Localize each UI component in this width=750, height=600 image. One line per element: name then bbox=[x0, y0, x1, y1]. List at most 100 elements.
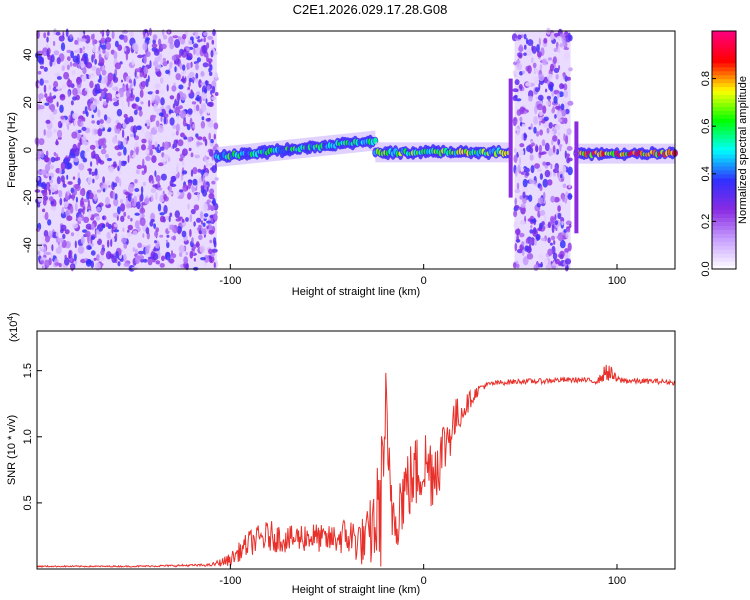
spectrogram-noise-cell bbox=[122, 253, 127, 263]
colorbar-frame bbox=[711, 30, 737, 270]
spectrogram-noise-cell bbox=[196, 175, 202, 185]
spectrogram-noise-cell bbox=[49, 178, 54, 184]
spectrogram-noise-cell bbox=[55, 138, 59, 146]
spectrogram-noise-cell bbox=[538, 73, 545, 82]
spectrogram-noise-cell bbox=[116, 108, 123, 117]
spectrogram-noise-cell bbox=[159, 234, 164, 238]
spectrogram-noise-cell bbox=[52, 128, 58, 133]
spectrogram-noise-cell bbox=[202, 189, 208, 197]
spectrogram-noise-cell bbox=[55, 247, 62, 254]
spectrogram-noise-cell bbox=[82, 46, 86, 50]
spectrogram-noise-cell bbox=[54, 183, 58, 192]
colorbar-band bbox=[712, 197, 736, 203]
spectrogram-noise-cell bbox=[566, 157, 570, 164]
spectrogram-noise-cell bbox=[197, 168, 202, 173]
spectrogram-noise-cell bbox=[132, 128, 136, 134]
colorbar-band bbox=[712, 130, 736, 135]
spectrogram-noise-cell bbox=[137, 242, 143, 249]
spectrogram-noise-cell bbox=[73, 157, 80, 163]
spectrogram-noise-cell bbox=[126, 83, 129, 92]
spectrogram-noise-cell bbox=[531, 45, 537, 54]
spectrogram-noise-cell bbox=[214, 177, 219, 181]
spectrogram-noise-cell bbox=[106, 157, 112, 162]
colorbar-band bbox=[712, 38, 736, 44]
spectrogram-noise-cell bbox=[517, 164, 521, 174]
spectrogram-noise-cell bbox=[108, 127, 112, 132]
spectrogram-noise-cell bbox=[200, 121, 206, 129]
spectrogram-noise-cell bbox=[200, 38, 203, 42]
spectrogram-noise-cell bbox=[93, 98, 97, 103]
spectrogram-noise-cell bbox=[123, 75, 127, 82]
spectrogram-noise-cell bbox=[564, 252, 569, 260]
spectrogram-noise-cell bbox=[163, 204, 168, 214]
spectrogram-noise-cell bbox=[164, 141, 170, 150]
snr-multiplier-close: ) bbox=[8, 312, 20, 316]
spectrogram-noise-cell bbox=[96, 50, 102, 55]
spectrogram-noise-cell bbox=[36, 30, 40, 39]
spectrogram-noise-cell bbox=[154, 240, 157, 244]
colorbar-band bbox=[712, 98, 736, 103]
spectrogram-noise-cell bbox=[544, 214, 547, 223]
spectrogram-noise-cell bbox=[558, 144, 563, 148]
spectrogram-noise-cell bbox=[206, 220, 212, 224]
spectrogram-noise-cell bbox=[63, 157, 70, 165]
spectrogram-noise-cell bbox=[144, 164, 147, 174]
spectrogram-noise-cell bbox=[537, 197, 544, 205]
spectrogram-noise-cell bbox=[174, 210, 180, 219]
spectrogram-noise-cell bbox=[80, 121, 84, 128]
spectrogram-x-tick-label: -100 bbox=[219, 275, 241, 287]
spectrogram-noise-cell bbox=[557, 213, 562, 220]
spectrogram-noise-cell bbox=[36, 250, 41, 255]
spectrogram-noise-cell bbox=[58, 263, 62, 268]
spectrogram-noise-cell bbox=[209, 239, 213, 244]
spectrogram-noise-cell bbox=[42, 208, 46, 213]
spectrogram-noise-cell bbox=[37, 109, 44, 114]
spectrogram-noise-cell bbox=[513, 147, 517, 154]
colorbar-band bbox=[712, 185, 736, 191]
spectrogram-noise-cell bbox=[66, 64, 70, 71]
spectrogram-noise-cell bbox=[539, 64, 543, 71]
spectrogram-noise-cell bbox=[193, 43, 199, 48]
spectrogram-noise-cell bbox=[542, 105, 547, 114]
spectrogram-noise-cell bbox=[71, 192, 75, 201]
spectrogram-noise-cell bbox=[87, 176, 93, 184]
spectrogram-noise-cell bbox=[186, 185, 189, 191]
spectrogram-noise-cell bbox=[145, 37, 151, 41]
spectrogram-noise-cell bbox=[206, 186, 209, 192]
colorbar-band bbox=[712, 233, 736, 238]
spectrogram-noise-cell bbox=[103, 114, 108, 121]
spectrogram-noise-cell bbox=[186, 153, 190, 160]
spectrogram-noise-cell bbox=[70, 114, 73, 124]
spectrogram-noise-cell bbox=[148, 144, 153, 150]
spectrogram-noise-cell bbox=[208, 67, 211, 73]
spectrogram-noise-cell bbox=[132, 43, 138, 51]
spectrogram-noise-cell bbox=[88, 246, 92, 250]
spectrogram-noise-cell bbox=[514, 242, 518, 252]
spectrogram-noise-cell bbox=[196, 91, 201, 96]
spectrogram-noise-cell bbox=[204, 88, 208, 94]
spectrogram-noise-cell bbox=[203, 255, 210, 263]
spectrogram-noise-cell bbox=[169, 117, 175, 126]
spectrogram-noise-cell bbox=[94, 168, 98, 176]
spectrogram-noise-cell bbox=[519, 106, 526, 115]
spectrogram-noise-cell bbox=[166, 234, 170, 238]
colorbar-band bbox=[712, 161, 736, 167]
spectrogram-noise-cell bbox=[150, 212, 156, 221]
spectrogram-x-label: Height of straight line (km) bbox=[292, 286, 420, 298]
spectrogram-noise-cell bbox=[547, 149, 554, 156]
spectrogram-noise-cell bbox=[142, 181, 146, 187]
colorbar-band bbox=[712, 265, 736, 270]
spectrogram-noise-cell bbox=[122, 160, 127, 165]
spectrogram-noise-cell bbox=[165, 251, 171, 261]
spectrogram-noise-cell bbox=[55, 31, 61, 36]
spectrogram-noise-cell bbox=[62, 233, 66, 240]
spectrogram-noise-cell bbox=[187, 136, 193, 143]
spectrogram-noise-cell bbox=[551, 224, 555, 234]
spectrogram-noise-cell bbox=[56, 156, 61, 161]
spectrogram-noise-cell bbox=[82, 110, 86, 115]
colorbar-band bbox=[712, 181, 736, 187]
spectrogram-noise-cell bbox=[519, 71, 523, 76]
spectrogram-noise-cell bbox=[162, 190, 165, 195]
spectrogram-noise-cell bbox=[96, 254, 100, 262]
spectrogram-noise-cell bbox=[81, 130, 84, 135]
